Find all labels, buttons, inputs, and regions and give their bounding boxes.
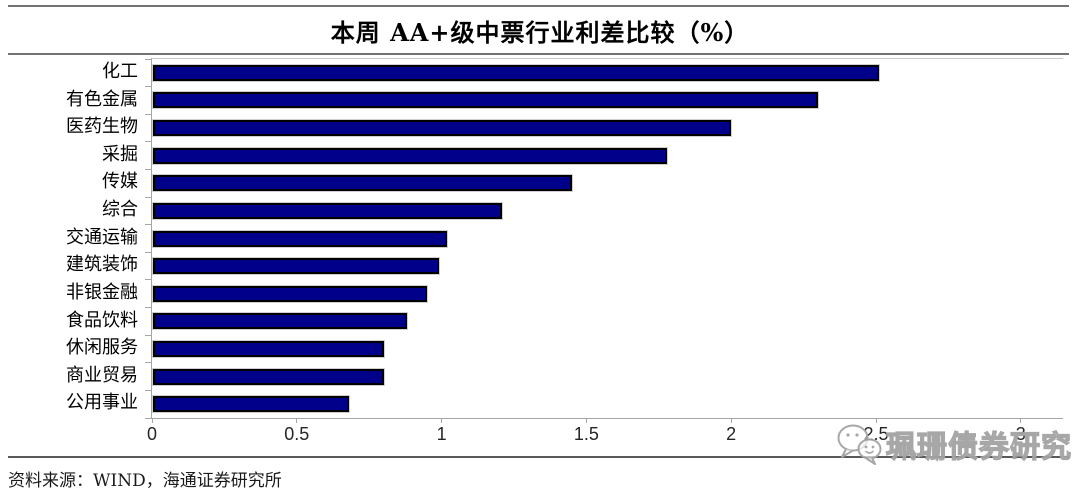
x-axis-tick-label: 1.5 [573,424,599,444]
y-label: 公用事业 [66,392,138,414]
title-frame-bottom-line [8,53,1069,55]
bar-有色金属 [153,92,819,109]
y-label: 商业贸易 [66,364,138,386]
y-label: 建筑装饰 [66,254,138,276]
y-axis-tick [145,196,151,198]
y-label: 交通运输 [66,226,138,248]
y-axis-tick [145,168,151,170]
bar-公用事业 [153,396,349,413]
chart-title: 本周 AA+级中票行业利差比较（%） [330,18,750,47]
y-label: 休闲服务 [66,337,138,359]
bar-综合 [153,202,503,219]
bar-采掘 [153,147,668,164]
y-axis-tick [145,224,151,226]
x-axis-tick-label: 3 [1015,424,1026,444]
y-axis-tick [145,58,151,60]
y-label: 采掘 [102,143,138,165]
bar-建筑装饰 [153,258,439,275]
bar-休闲服务 [153,340,384,357]
y-label: 食品饮料 [66,309,138,331]
x-axis-tick [1020,418,1022,423]
title-frame-top-line [8,5,1069,7]
x-axis-tick [441,418,443,423]
y-axis-tick [145,334,151,336]
y-axis-labels: 化工有色金属医药生物采掘传媒综合交通运输建筑装饰非银金融食品饮料休闲服务商业贸易… [0,58,144,417]
y-label: 综合 [102,199,138,221]
y-axis-tick [145,389,151,391]
bar-化工 [153,64,879,81]
x-axis-tick-label: 0.5 [284,424,310,444]
x-axis-tick [730,418,732,423]
y-label: 有色金属 [66,88,138,110]
y-axis-tick [145,113,151,115]
bar-传媒 [153,175,572,192]
x-axis-tick [585,418,587,423]
y-axis-tick [145,417,151,419]
x-axis-tick [151,418,153,423]
y-axis-tick [145,141,151,143]
x-axis-tick [296,418,298,423]
bar-医药生物 [153,120,732,137]
bar-交通运输 [153,230,448,247]
bar-商业贸易 [153,368,384,385]
plot-area: 0 0.5 1 1.5 2 2.5 3 [145,58,1063,444]
y-axis-tick [145,362,151,364]
x-axis-tick-label: 2 [726,424,737,444]
y-axis-tick [145,279,151,281]
figure-bottom-line [8,456,1069,458]
x-axis-tick-label: 2.5 [863,424,889,444]
y-axis-tick [145,86,151,88]
y-label: 非银金融 [66,281,138,303]
y-axis-tick [145,307,151,309]
y-label: 化工 [102,61,138,82]
bar-食品饮料 [153,313,407,330]
y-label: 医药生物 [66,116,138,138]
source-note: 资料来源：WIND，海通证券研究所 [8,471,282,491]
y-label: 传媒 [102,171,138,193]
x-axis-tick-label: 0 [146,424,157,444]
x-axis-tick-label: 1 [436,424,447,444]
y-axis-tick [145,251,151,253]
x-axis-tick [875,418,877,423]
bar-非银金融 [153,285,428,302]
